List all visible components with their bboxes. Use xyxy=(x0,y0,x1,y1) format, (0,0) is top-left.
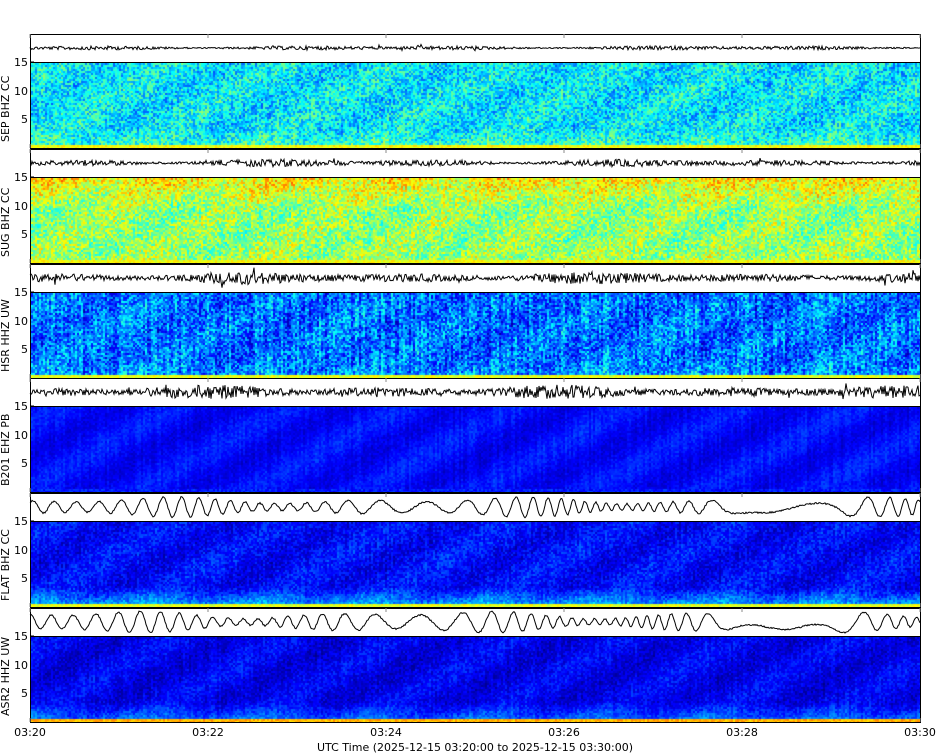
spectrogram-sug-bhz-cc xyxy=(31,178,920,263)
spectrogram-asr2-hhz-uw xyxy=(31,637,920,722)
x-tick-label: 03:24 xyxy=(370,726,402,739)
waveform-trace xyxy=(29,495,921,519)
y-tick-label: 10 xyxy=(14,314,28,328)
x-tick-label: 03:20 xyxy=(14,726,46,739)
waveform-trace xyxy=(29,157,921,169)
x-tick-label: 03:22 xyxy=(192,726,224,739)
waveform-trace xyxy=(29,267,921,288)
waveform-frame xyxy=(30,608,921,637)
waveform-trace xyxy=(29,383,921,400)
x-tick-label: 03:30 xyxy=(904,726,936,739)
y-tick-label: 15 xyxy=(14,400,28,413)
y-tick-label: 10 xyxy=(14,199,28,213)
panel-label: SUG BHZ CC xyxy=(0,187,12,257)
spectrogram-sep-bhz-cc xyxy=(31,63,920,148)
y-tick-label: 15 xyxy=(14,56,28,69)
spectrogram-frame xyxy=(30,177,921,264)
spectrogram-b201-ehz-pb xyxy=(31,407,920,492)
spectrogram-frame xyxy=(30,406,921,493)
y-tick-label: 10 xyxy=(14,84,28,98)
y-tick-label: 10 xyxy=(14,428,28,442)
panel-label: ASR2 HHZ UW xyxy=(0,636,12,716)
y-tick-label: 10 xyxy=(14,658,28,672)
y-tick-label: 15 xyxy=(14,515,28,528)
spectrogram-frame xyxy=(30,636,921,723)
y-tick-label: 15 xyxy=(14,171,28,184)
y-tick-label: 5 xyxy=(21,457,28,471)
spectrogram-frame xyxy=(30,521,921,608)
spectrogram-flat-bhz-cc xyxy=(31,522,920,607)
panel-label: FLAT BHZ CC xyxy=(0,529,12,601)
y-tick-label: 5 xyxy=(21,113,28,127)
x-axis-label: UTC Time (2025-12-15 03:20:00 to 2025-12… xyxy=(317,741,633,754)
panel-label: HSR HHZ UW xyxy=(0,299,12,372)
spectrogram-hsr-hhz-uw xyxy=(31,293,920,378)
waveform-trace xyxy=(29,610,921,634)
y-tick-label: 5 xyxy=(21,572,28,586)
panel-label: B201 EHZ PB xyxy=(0,413,12,486)
y-tick-label: 10 xyxy=(14,543,28,557)
spectrogram-frame xyxy=(30,62,921,149)
waveform-trace xyxy=(29,43,921,53)
panel-label: SEP BHZ CC xyxy=(0,75,12,142)
y-tick-label: 5 xyxy=(21,228,28,242)
x-tick-label: 03:28 xyxy=(726,726,758,739)
x-tick-label: 03:26 xyxy=(548,726,580,739)
y-tick-label: 15 xyxy=(14,286,28,299)
y-tick-label: 15 xyxy=(14,630,28,643)
y-tick-label: 5 xyxy=(21,343,28,357)
y-tick-label: 5 xyxy=(21,687,28,701)
